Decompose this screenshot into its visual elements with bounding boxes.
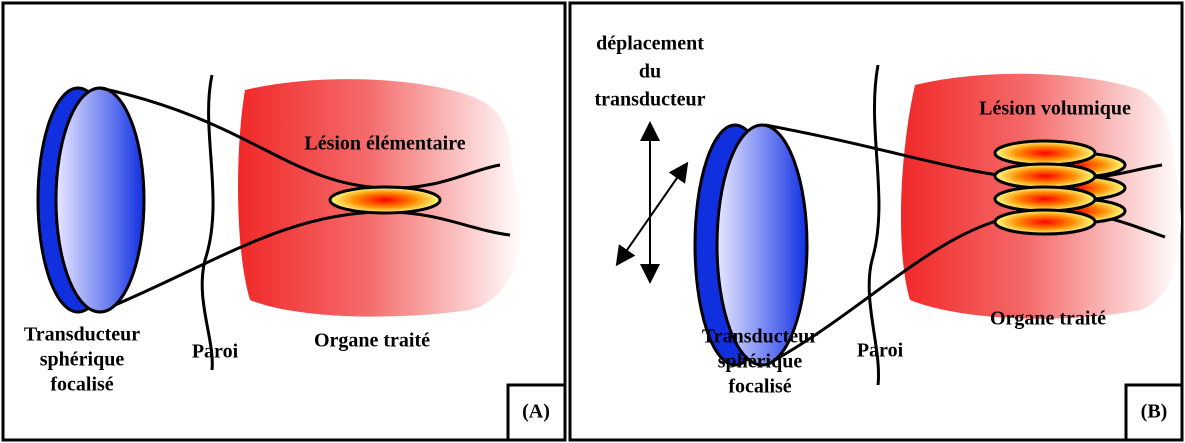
panel-border xyxy=(568,1,1184,442)
lesion xyxy=(993,139,1097,167)
transducer-label: sphérique xyxy=(718,351,803,373)
transducer-label: focalisé xyxy=(728,376,791,398)
transducer xyxy=(715,123,809,367)
transducer-label: Transducteur xyxy=(702,326,818,348)
wall-label: Paroi xyxy=(857,340,904,362)
transducer xyxy=(54,86,146,314)
panel-a: Lésion élémentaire Organe traité Paroi T… xyxy=(1,1,567,442)
organ-label: Organe traité xyxy=(314,330,430,352)
lesion-stack xyxy=(993,139,1127,236)
organ-label: Organe traité xyxy=(990,308,1106,330)
beam xyxy=(99,86,501,190)
lesion-label: Lésion élémentaire xyxy=(304,133,465,155)
panel-border xyxy=(1,1,567,442)
beam xyxy=(114,210,511,307)
panel-label: (B) xyxy=(1141,401,1168,423)
lesion xyxy=(993,185,1097,213)
lesion-label: Lésion volumique xyxy=(979,98,1131,120)
transducer-label: Transducteur xyxy=(24,324,140,346)
label-box xyxy=(506,383,567,442)
label-box xyxy=(1124,383,1184,442)
wall xyxy=(867,64,881,386)
motion-label: transducteur xyxy=(594,89,705,111)
panel-b: déplacement du transducteur Lésion volum… xyxy=(568,1,1184,442)
lesion xyxy=(993,208,1097,236)
lesion xyxy=(328,185,442,215)
panel-label: (A) xyxy=(522,401,550,423)
motion-label: du xyxy=(639,61,661,83)
wall-label: Paroi xyxy=(192,341,239,363)
transducer-label: sphérique xyxy=(40,349,125,371)
motion-arrow xyxy=(615,161,689,267)
motion-label: déplacement xyxy=(596,33,704,55)
lesion xyxy=(993,162,1097,190)
transducer-label: focalisé xyxy=(50,374,113,396)
